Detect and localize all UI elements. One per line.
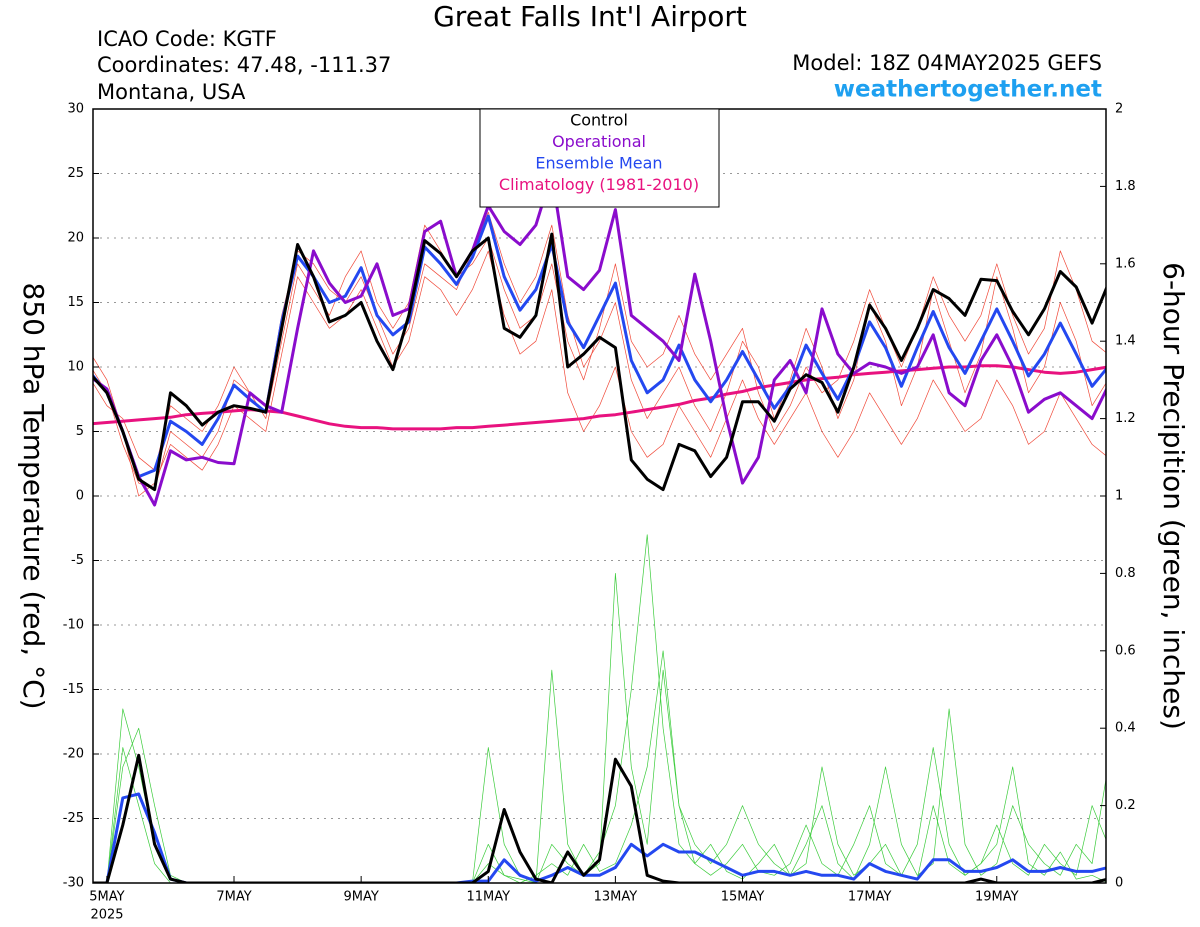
series-line — [93, 250, 1106, 497]
x-tick-label: 17MAY — [848, 890, 892, 905]
y2-tick-label: 0.8 — [1115, 566, 1136, 581]
legend-label: Climatology (1981-2010) — [499, 175, 699, 194]
series-line — [93, 753, 1106, 883]
info: Montana, USA — [97, 80, 246, 104]
y2-tick-label: 1.2 — [1115, 411, 1136, 426]
series-line — [93, 224, 1106, 471]
y-tick-label: 15 — [67, 295, 84, 310]
legend-label: Operational — [552, 132, 646, 151]
x-tick-label: 15MAY — [721, 890, 765, 905]
series-line — [93, 792, 1106, 883]
y-axis-label: 850 hPa Temperature (red, °C) — [17, 282, 50, 709]
y-tick-label: -15 — [63, 682, 84, 697]
info: Coordinates: 47.48, -111.37 — [97, 53, 391, 77]
site: weathertogether.net — [834, 77, 1102, 103]
y-tick-label: -30 — [63, 876, 84, 891]
legend-label: Ensemble Mean — [535, 154, 662, 173]
y2-axis-label: 6-hour Precipition (green, inches) — [1157, 262, 1190, 730]
legend-box — [479, 108, 720, 208]
legend-label: Control — [570, 111, 628, 130]
chart-title: Great Falls Int'l Airport — [433, 0, 747, 33]
model: Model: 18Z 04MAY2025 GEFS — [792, 51, 1102, 75]
y2-tick-label: 2 — [1115, 102, 1123, 117]
y2-tick-label: 1 — [1115, 489, 1123, 504]
y2-tick-label: 0 — [1115, 876, 1123, 891]
y2-tick-label: 1.4 — [1115, 334, 1136, 349]
series-line — [93, 534, 1106, 883]
y2-tick-label: 1.6 — [1115, 256, 1136, 271]
y-tick-label: -5 — [71, 553, 84, 568]
x-tick-label: 19MAY — [975, 890, 1019, 905]
y2-tick-label: 0.2 — [1115, 798, 1136, 813]
y-tick-label: 10 — [67, 360, 84, 375]
y-tick-label: 0 — [76, 489, 84, 504]
y-tick-label: 25 — [67, 166, 84, 181]
y2-tick-label: 1.8 — [1115, 179, 1136, 194]
series-line — [93, 232, 1106, 492]
y-tick-label: 20 — [67, 231, 84, 246]
y-tick-label: 30 — [67, 102, 84, 117]
y-tick-label: -10 — [63, 618, 84, 633]
y-tick-label: -20 — [63, 747, 84, 762]
series-line — [93, 650, 1106, 883]
y2-tick-label: 0.4 — [1115, 721, 1136, 736]
x-tick-label: 7MAY — [216, 890, 251, 905]
x-sublabel: 2025 — [90, 908, 123, 923]
x-tick-label: 5MAY — [89, 890, 124, 905]
series-line — [93, 211, 1106, 490]
plot-area — [93, 108, 1106, 884]
series-line — [93, 172, 1106, 507]
y-tick-label: -25 — [63, 811, 84, 826]
x-tick-label: 11MAY — [466, 890, 510, 905]
y2-tick-label: 0.6 — [1115, 643, 1136, 658]
series-line — [93, 214, 1106, 479]
x-tick-label: 13MAY — [594, 890, 638, 905]
x-tick-label: 9MAY — [343, 890, 378, 905]
info: ICAO Code: KGTF — [97, 27, 277, 51]
y-tick-label: 5 — [76, 424, 84, 439]
legend: Control Operational Ensemble Mean Climatolo… — [479, 108, 720, 208]
series-line — [93, 573, 1106, 883]
